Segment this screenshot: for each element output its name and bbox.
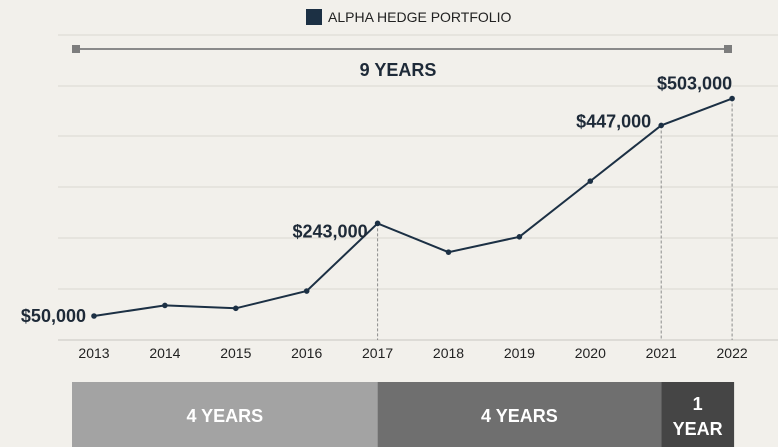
period-bar-label-3-2: YEAR [673,419,723,439]
series-line [93,97,733,317]
drop-lines [377,98,733,340]
value-label-2022: $503,000 [657,74,732,94]
x-tick-2015: 2015 [220,345,251,361]
gridlines [58,34,778,290]
legend-label: ALPHA HEDGE PORTFOLIO [328,9,511,25]
data-point-2022 [729,95,735,102]
period-bar-1 [72,382,378,447]
x-tick-2022: 2022 [717,345,748,361]
x-tick-labels: 2013 2014 2015 2016 2017 2018 2019 2020 2021 2022 [78,345,747,361]
period-bar-label-1: 4 YEARS [186,406,263,426]
x-tick-2019: 2019 [504,345,535,361]
span-left-cap [72,45,80,53]
data-point-2020 [587,178,594,184]
data-point-2015 [233,305,239,312]
x-tick-2013: 2013 [78,345,109,361]
x-tick-2016: 2016 [291,345,322,361]
span-label: 9 YEARS [360,60,437,80]
period-bar-3 [661,382,735,447]
x-tick-2017: 2017 [362,345,393,361]
x-tick-2020: 2020 [575,345,606,361]
span-right-cap [724,45,732,53]
legend: ALPHA HEDGE PORTFOLIO [306,9,511,25]
data-point-2017 [374,220,381,227]
value-label-2017: $243,000 [293,221,368,241]
period-bar-label-3-1: 1 [693,394,703,414]
value-label-2013: $50,000 [21,306,86,326]
period-bars: 4 YEARS 4 YEARS 1 YEAR [72,382,735,447]
data-point-2013 [91,313,97,319]
data-point-2016 [303,288,310,294]
x-tick-2014: 2014 [149,345,180,361]
period-bar-label-2: 4 YEARS [481,406,558,426]
data-point-2014 [162,302,168,309]
data-point-2018 [445,249,452,255]
legend-swatch [306,9,322,25]
data-points [91,95,735,319]
value-labels: $50,000 $243,000 $447,000 $503,000 [21,74,732,326]
period-bar-2 [377,382,662,447]
value-label-2021: $447,000 [576,111,651,131]
x-tick-2021: 2021 [646,345,677,361]
span-indicator: 9 YEARS [72,45,732,80]
data-point-2021 [658,122,664,129]
data-point-2019 [516,234,523,240]
x-tick-2018: 2018 [433,345,464,361]
